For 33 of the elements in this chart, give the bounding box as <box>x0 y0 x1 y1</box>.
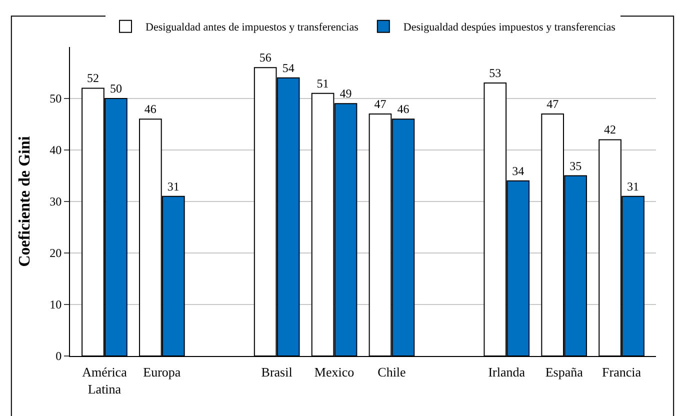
data-label: 56 <box>259 50 272 65</box>
data-label: 46 <box>397 102 410 116</box>
data-label: 42 <box>604 122 616 137</box>
x-tick-label: América Latina <box>82 364 128 396</box>
x-tick-label: España <box>545 364 584 380</box>
y-tick-label: 20 <box>50 246 62 260</box>
y-tick-label: 50 <box>50 92 62 106</box>
data-label: 52 <box>86 71 99 86</box>
data-label: 51 <box>316 76 329 90</box>
data-label: 31 <box>167 179 180 194</box>
data-label: 46 <box>144 102 156 116</box>
data-label: 35 <box>570 158 582 173</box>
x-tick-label: Mexico <box>314 364 354 380</box>
y-tick-label: 0 <box>56 349 62 364</box>
x-tick-label: Brasil <box>261 364 293 380</box>
y-tick-label: 10 <box>50 298 62 312</box>
data-label: 47 <box>546 96 559 111</box>
data-label: 54 <box>282 60 294 75</box>
data-label: 53 <box>489 66 502 80</box>
x-tick-label: Irlanda <box>488 364 526 380</box>
x-tick-label: Francia <box>602 364 642 380</box>
legend-label: Desigualdad antes de impuestos y transferencias <box>146 22 358 34</box>
data-label: 49 <box>340 86 352 101</box>
y-tick-label: 30 <box>50 194 62 209</box>
legend-label: Desigualdad despúes impuestos y transferencias <box>403 22 616 34</box>
x-tick-label: Chile <box>378 364 406 380</box>
data-label: 31 <box>627 179 640 194</box>
y-axis-title: Coeficiente de Gini <box>16 136 34 267</box>
data-label: 47 <box>374 96 386 111</box>
y-tick-label: 40 <box>50 143 62 158</box>
x-tick-label: Europa <box>143 364 181 380</box>
data-label: 50 <box>110 82 122 96</box>
data-label: 34 <box>512 164 524 178</box>
